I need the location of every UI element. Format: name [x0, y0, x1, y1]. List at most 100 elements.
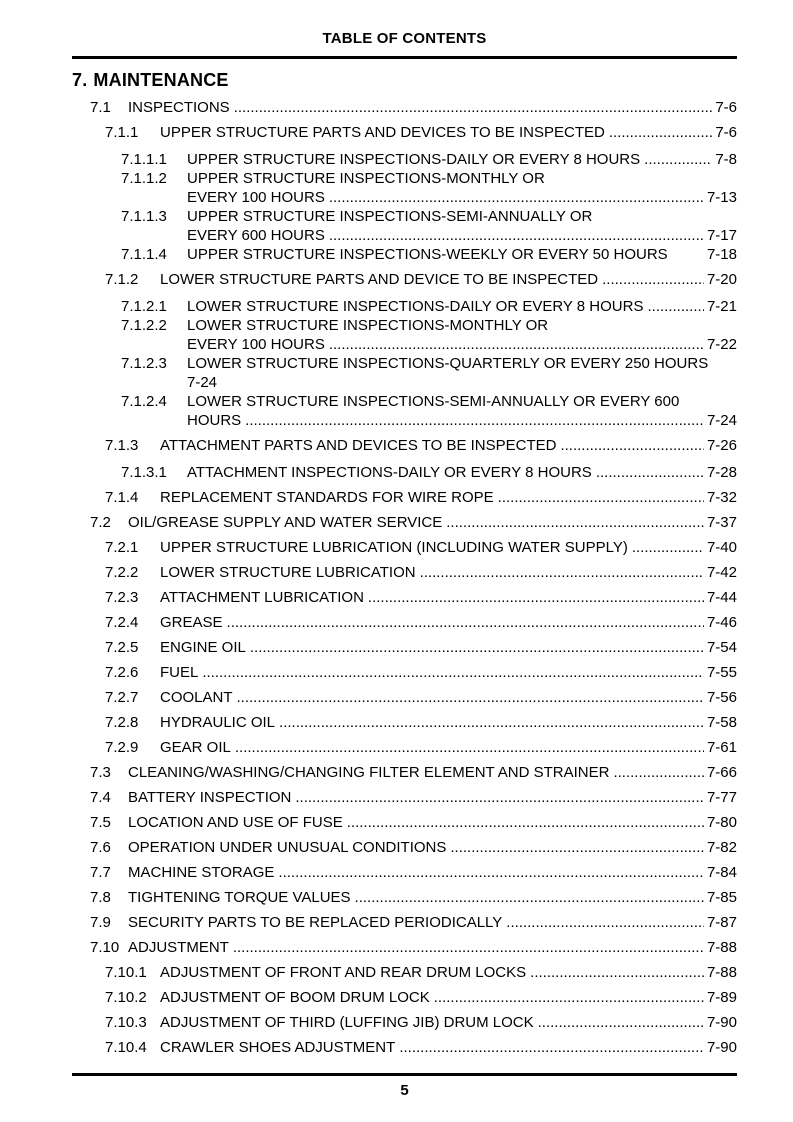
toc-entry[interactable]: 7.1.2.4 LOWER STRUCTURE INSPECTIONS-SEMI-… — [72, 392, 737, 430]
toc-entry-line: GEAR OIL 7-61 — [160, 738, 737, 757]
toc-entry-line: EVERY 100 HOURS 7-22 — [187, 335, 737, 354]
toc-entries: 7.1 INSPECTIONS 7-6 7.1.1 UPPER STRUCTURE PA… — [72, 98, 737, 1057]
dot-leader — [613, 763, 704, 782]
dot-leader — [329, 188, 704, 207]
toc-entry-title: UPPER STRUCTURE INSPECTIONS-WEEKLY OR EV… — [187, 246, 668, 263]
toc-entry-number: 7.6 — [90, 839, 111, 856]
toc-entry-title: ATTACHMENT LUBRICATION — [160, 589, 364, 606]
toc-entry[interactable]: 7.8 TIGHTENING TORQUE VALUES 7-85 — [72, 888, 737, 907]
toc-entry-page: 7-58 — [706, 714, 737, 731]
toc-entry[interactable]: 7.2.6 FUEL 7-55 — [72, 663, 737, 682]
toc-entry[interactable]: 7.10.1 ADJUSTMENT OF FRONT AND REAR DRUM … — [72, 963, 737, 982]
toc-entry[interactable]: 7.2.7 COOLANT 7-56 — [72, 688, 737, 707]
toc-entry[interactable]: 7.1.2.3 LOWER STRUCTURE INSPECTIONS-QUART… — [72, 354, 737, 392]
toc-entry-number: 7.1.2 — [105, 271, 139, 288]
toc-entry-title: EVERY 100 HOURS — [187, 336, 325, 353]
dot-leader — [450, 838, 704, 857]
toc-entry[interactable]: 7.2.9 GEAR OIL 7-61 — [72, 738, 737, 757]
toc-entry-page: 7-77 — [706, 789, 737, 806]
toc-entry[interactable]: 7.2.2 LOWER STRUCTURE LUBRICATION 7-42 — [72, 563, 737, 582]
toc-entry-number: 7.1.2.2 — [121, 317, 167, 334]
toc-entry-line: ADJUSTMENT OF BOOM DRUM LOCK 7-89 — [160, 988, 737, 1007]
toc-entry[interactable]: 7.1.4 REPLACEMENT STANDARDS FOR WIRE ROPE… — [72, 488, 737, 507]
toc-entry[interactable]: 7.10.2 ADJUSTMENT OF BOOM DRUM LOCK 7-89 — [72, 988, 737, 1007]
toc-entry-title: OIL/GREASE SUPPLY AND WATER SERVICE — [128, 514, 443, 531]
toc-entry[interactable]: 7.1.1.4 UPPER STRUCTURE INSPECTIONS-WEEKL… — [72, 245, 737, 264]
toc-entry[interactable]: 7.1.3.1 ATTACHMENT INSPECTIONS-DAILY OR E… — [72, 463, 737, 482]
toc-entry[interactable]: 7.9 SECURITY PARTS TO BE REPLACED PERIODI… — [72, 913, 737, 932]
toc-entry[interactable]: 7.1 INSPECTIONS 7-6 — [72, 98, 737, 117]
toc-entry-line: UPPER STRUCTURE PARTS AND DEVICES TO BE … — [160, 123, 737, 142]
toc-entry-title: LOWER STRUCTURE INSPECTIONS-MONTHLY OR — [187, 317, 549, 334]
toc-entry-title: LOWER STRUCTURE LUBRICATION — [160, 564, 416, 581]
toc-entry-title: COOLANT — [160, 689, 233, 706]
toc-entry[interactable]: 7.3 CLEANING/WASHING/CHANGING FILTER ELEM… — [72, 763, 737, 782]
toc-entry[interactable]: 7.1.2.2 LOWER STRUCTURE INSPECTIONS-MONTH… — [72, 316, 737, 354]
toc-entry-number: 7.2.9 — [105, 739, 139, 756]
toc-entry-number: 7.10 — [90, 939, 120, 956]
toc-entry-line: FUEL 7-55 — [160, 663, 737, 682]
toc-entry-title: OPERATION UNDER UNUSUAL CONDITIONS — [128, 839, 447, 856]
toc-entry-page: 7-32 — [706, 489, 737, 506]
toc-entry[interactable]: 7.2 OIL/GREASE SUPPLY AND WATER SERVICE 7-… — [72, 513, 737, 532]
toc-entry[interactable]: 7.10.4 CRAWLER SHOES ADJUSTMENT 7-90 — [72, 1038, 737, 1057]
toc-entry-title: ATTACHMENT INSPECTIONS-DAILY OR EVERY 8 … — [187, 464, 592, 481]
toc-entry[interactable]: 7.1.2.1 LOWER STRUCTURE INSPECTIONS-DAILY… — [72, 297, 737, 316]
toc-entry[interactable]: 7.1.1.2 UPPER STRUCTURE INSPECTIONS-MONTH… — [72, 169, 737, 207]
toc-entry-line: INSPECTIONS 7-6 — [128, 98, 737, 117]
toc-entry[interactable]: 7.10.3 ADJUSTMENT OF THIRD (LUFFING JIB) … — [72, 1013, 737, 1032]
toc-entry[interactable]: 7.6 OPERATION UNDER UNUSUAL CONDITIONS 7-8… — [72, 838, 737, 857]
toc-entry-line: ADJUSTMENT 7-88 — [128, 938, 737, 957]
toc-entry-title: LOWER STRUCTURE INSPECTIONS-DAILY OR EVE… — [187, 298, 644, 315]
dot-leader — [234, 98, 713, 117]
toc-entry-line: CRAWLER SHOES ADJUSTMENT 7-90 — [160, 1038, 737, 1057]
toc-entry-page: 7-55 — [706, 664, 737, 681]
toc-entry-title: INSPECTIONS — [128, 99, 230, 116]
dot-leader — [632, 538, 704, 557]
toc-entry[interactable]: 7.1.1 UPPER STRUCTURE PARTS AND DEVICES T… — [72, 123, 737, 142]
toc-entry-title: BATTERY INSPECTION — [128, 789, 292, 806]
toc-entry-title: GREASE — [160, 614, 223, 631]
toc-entry-number: 7.1.3.1 — [121, 464, 167, 481]
toc-entry[interactable]: 7.7 MACHINE STORAGE 7-84 — [72, 863, 737, 882]
toc-entry[interactable]: 7.2.4 GREASE 7-46 — [72, 613, 737, 632]
toc-entry-title: 7-24 — [187, 374, 218, 391]
dot-leader — [609, 123, 712, 142]
toc-entry-line: COOLANT 7-56 — [160, 688, 737, 707]
toc-entry[interactable]: 7.5 LOCATION AND USE OF FUSE 7-80 — [72, 813, 737, 832]
toc-entry[interactable]: 7.1.1.3 UPPER STRUCTURE INSPECTIONS-SEMI-… — [72, 207, 737, 245]
toc-entry-number: 7.1 — [90, 99, 111, 116]
toc-entry-page: 7-87 — [706, 914, 737, 931]
toc-entry[interactable]: 7.1.3 ATTACHMENT PARTS AND DEVICES TO BE … — [72, 436, 737, 455]
toc-entry-page: 7-54 — [706, 639, 737, 656]
dot-leader — [295, 788, 704, 807]
toc-entry-number: 7.10.4 — [105, 1039, 147, 1056]
toc-entry-page: 7-61 — [706, 739, 737, 756]
toc-entry-title: UPPER STRUCTURE PARTS AND DEVICES TO BE … — [160, 124, 605, 141]
section-heading: 7. MAINTENANCE — [72, 68, 737, 92]
toc-entry[interactable]: 7.10 ADJUSTMENT 7-88 — [72, 938, 737, 957]
toc-entry-page: 7-40 — [706, 539, 737, 556]
toc-entry-number: 7.2.3 — [105, 589, 139, 606]
toc-entry-line: LOWER STRUCTURE INSPECTIONS-MONTHLY OR — [187, 316, 737, 335]
toc-entry-line: ATTACHMENT PARTS AND DEVICES TO BE INSPE… — [160, 436, 737, 455]
dot-leader — [202, 663, 704, 682]
toc-entry[interactable]: 7.4 BATTERY INSPECTION 7-77 — [72, 788, 737, 807]
toc-entry-title: HYDRAULIC OIL — [160, 714, 276, 731]
toc-entry[interactable]: 7.1.2 LOWER STRUCTURE PARTS AND DEVICE TO… — [72, 270, 737, 289]
toc-entry[interactable]: 7.1.1.1 UPPER STRUCTURE INSPECTIONS-DAILY… — [72, 150, 737, 169]
toc-entry-line: CLEANING/WASHING/CHANGING FILTER ELEMENT… — [128, 763, 737, 782]
toc-entry[interactable]: 7.2.8 HYDRAULIC OIL 7-58 — [72, 713, 737, 732]
toc-entry-title: GEAR OIL — [160, 739, 231, 756]
toc-entry-line: TIGHTENING TORQUE VALUES 7-85 — [128, 888, 737, 907]
toc-entry-title: CRAWLER SHOES ADJUSTMENT — [160, 1039, 396, 1056]
toc-entry-page: 7-46 — [706, 614, 737, 631]
toc-entry-number: 7.10.1 — [105, 964, 147, 981]
toc-entry[interactable]: 7.2.1 UPPER STRUCTURE LUBRICATION (INCLUD… — [72, 538, 737, 557]
toc-entry-line: BATTERY INSPECTION 7-77 — [128, 788, 737, 807]
footer-page-number: 5 — [400, 1082, 409, 1099]
toc-entry[interactable]: 7.2.3 ATTACHMENT LUBRICATION 7-44 — [72, 588, 737, 607]
toc-entry[interactable]: 7.2.5 ENGINE OIL 7-54 — [72, 638, 737, 657]
toc-entry-number: 7.1.2.1 — [121, 298, 167, 315]
